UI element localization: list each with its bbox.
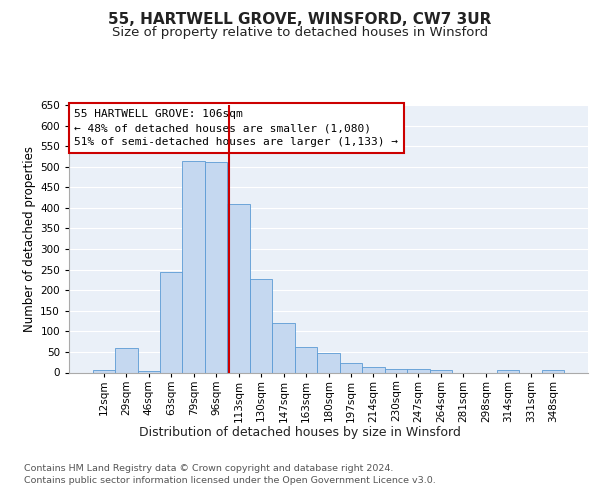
Text: Distribution of detached houses by size in Winsford: Distribution of detached houses by size … — [139, 426, 461, 439]
Bar — [295, 346, 317, 372]
Bar — [407, 369, 430, 372]
Bar — [272, 323, 295, 372]
Bar — [497, 370, 520, 372]
Bar — [227, 204, 250, 372]
Text: Size of property relative to detached houses in Winsford: Size of property relative to detached ho… — [112, 26, 488, 39]
Bar — [92, 370, 115, 372]
Bar — [340, 364, 362, 372]
Bar — [182, 160, 205, 372]
Text: 55 HARTWELL GROVE: 106sqm
← 48% of detached houses are smaller (1,080)
51% of se: 55 HARTWELL GROVE: 106sqm ← 48% of detac… — [74, 109, 398, 147]
Bar — [205, 162, 227, 372]
Text: 55, HARTWELL GROVE, WINSFORD, CW7 3UR: 55, HARTWELL GROVE, WINSFORD, CW7 3UR — [109, 12, 491, 28]
Bar — [250, 278, 272, 372]
Bar — [542, 370, 565, 372]
Y-axis label: Number of detached properties: Number of detached properties — [23, 146, 36, 332]
Bar — [115, 348, 137, 372]
Text: Contains HM Land Registry data © Crown copyright and database right 2024.: Contains HM Land Registry data © Crown c… — [24, 464, 394, 473]
Bar — [160, 272, 182, 372]
Bar — [362, 367, 385, 372]
Text: Contains public sector information licensed under the Open Government Licence v3: Contains public sector information licen… — [24, 476, 436, 485]
Bar — [430, 370, 452, 372]
Bar — [385, 369, 407, 372]
Bar — [317, 352, 340, 372]
Bar — [137, 371, 160, 372]
